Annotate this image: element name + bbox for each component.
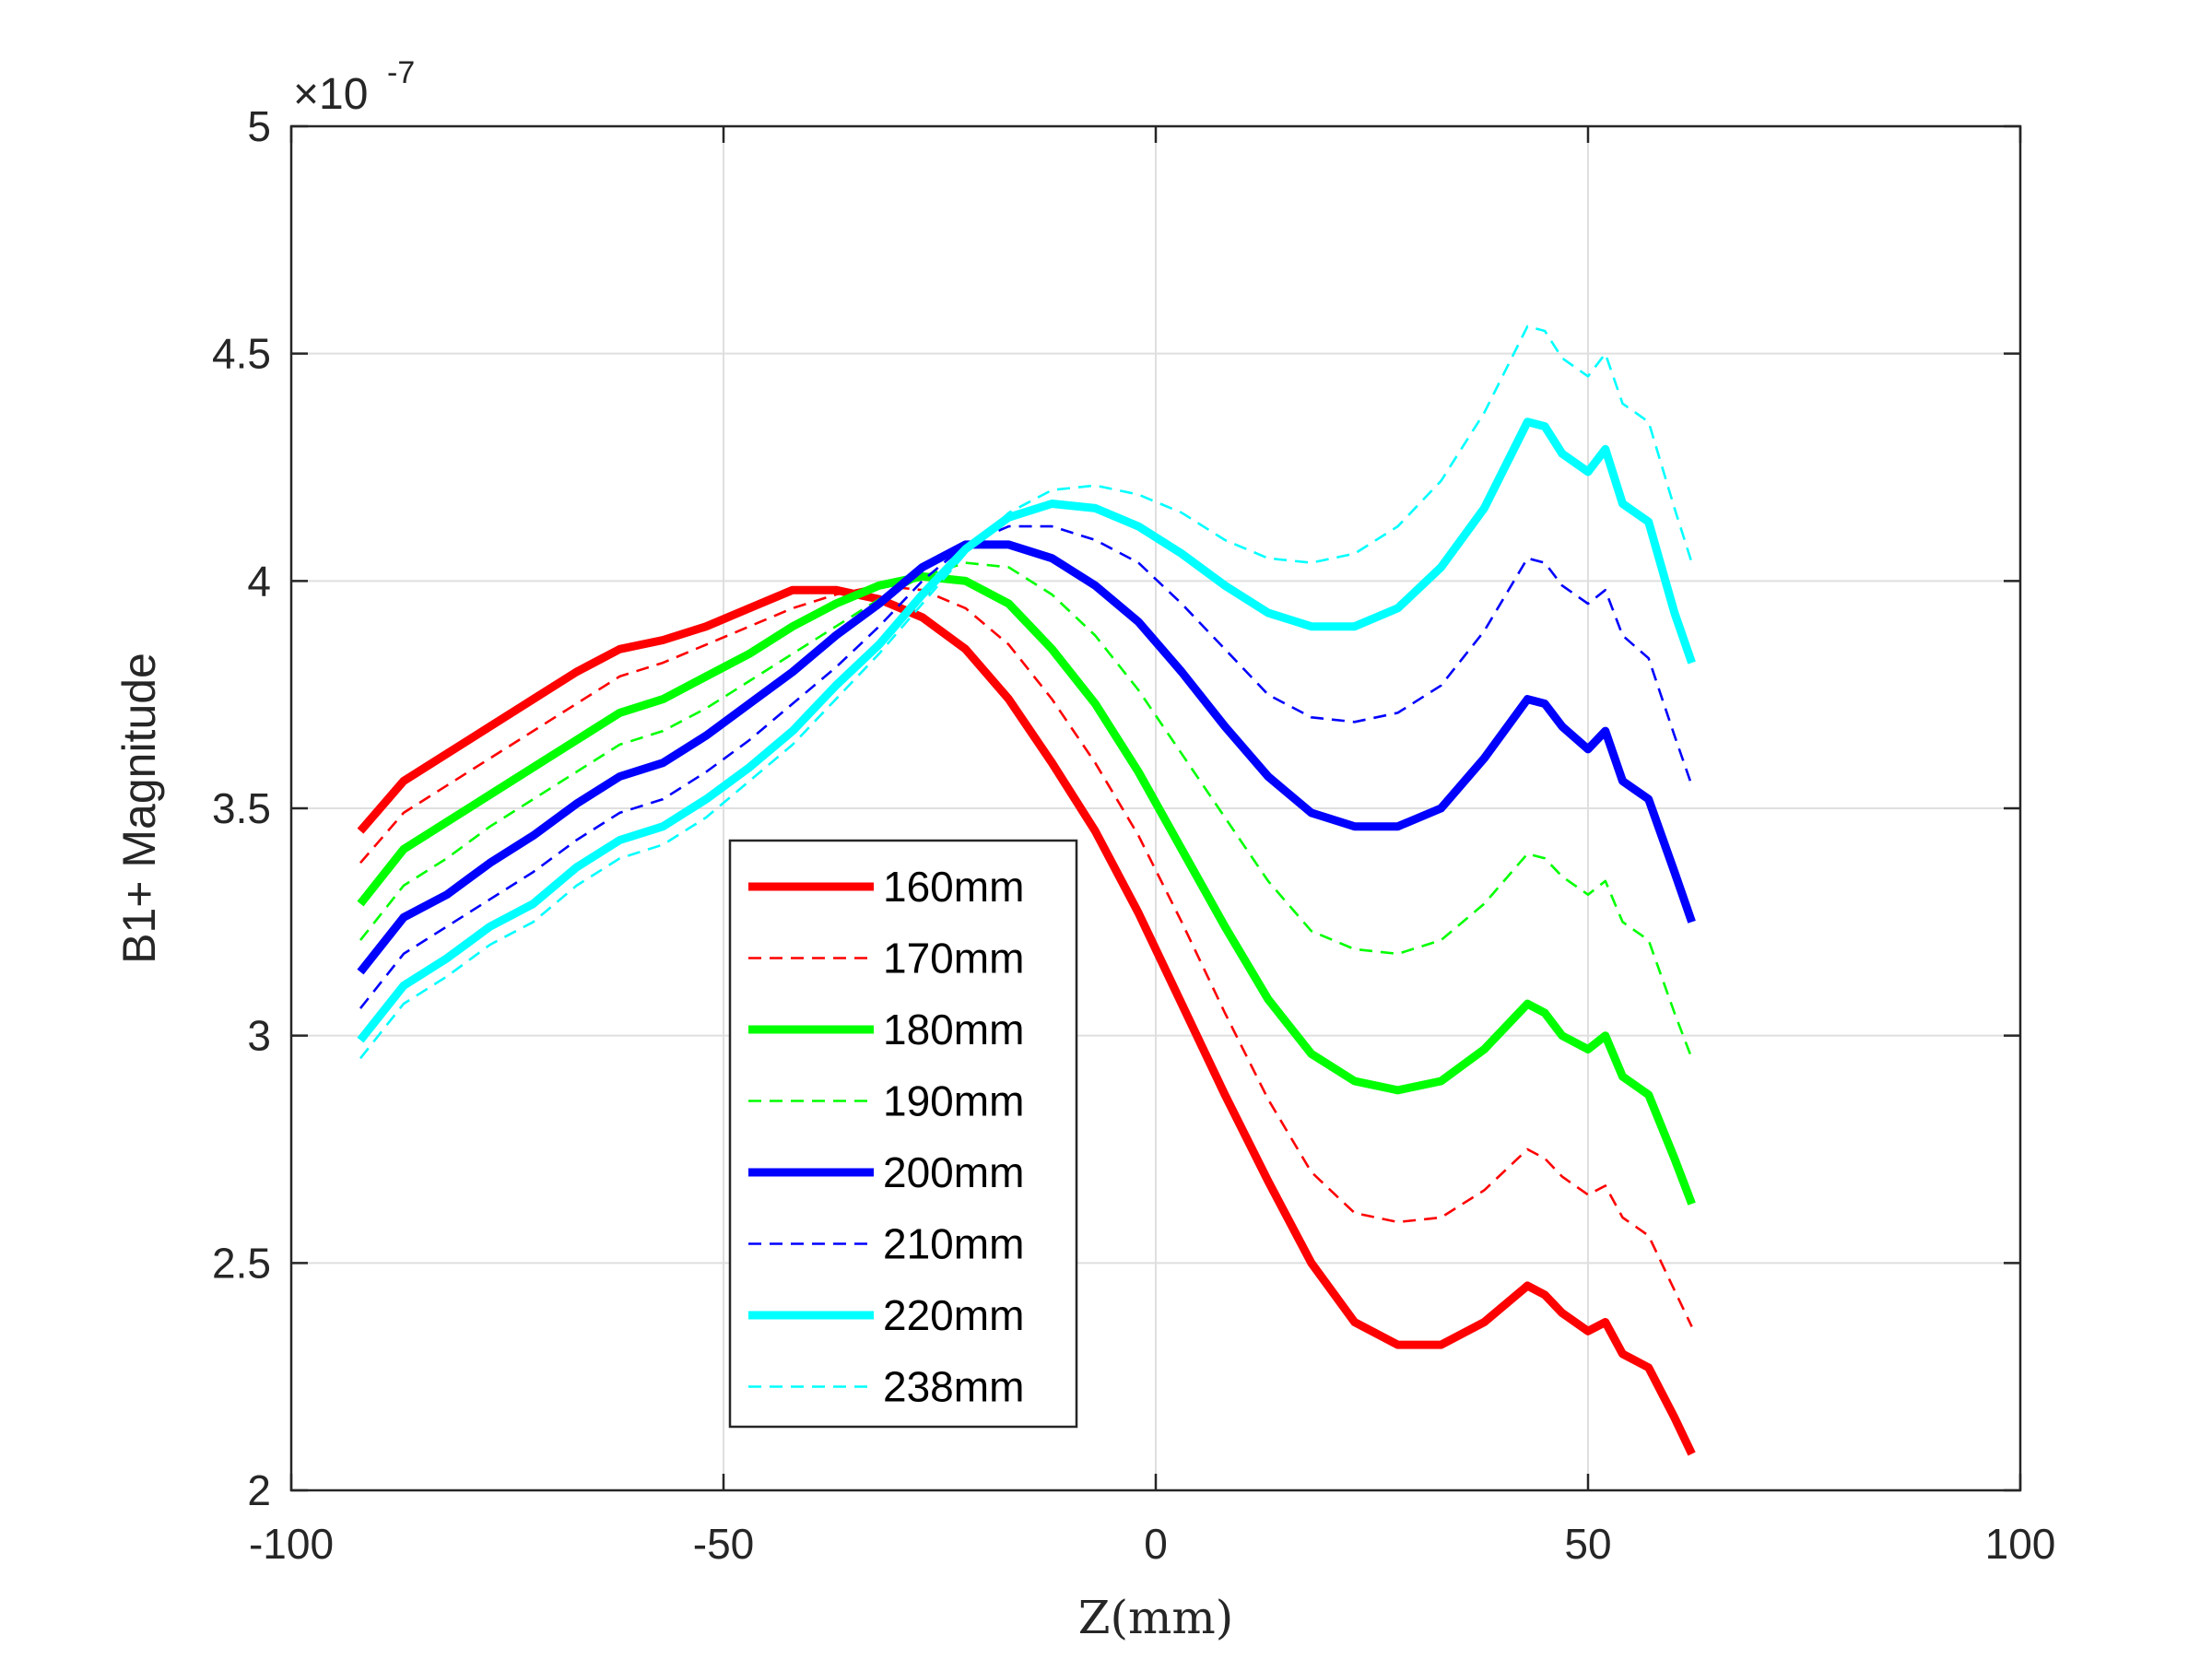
series-line-160mm <box>357 585 1696 1456</box>
y-exponent: ×10 -7 <box>293 55 415 119</box>
series-line-170mm <box>359 583 1693 1327</box>
y-tick-label: 2 <box>247 1466 271 1514</box>
y-tick-label: 2.5 <box>212 1239 271 1287</box>
legend-label: 170mm <box>883 935 1024 982</box>
series-line-220mm <box>357 418 1696 1043</box>
series-line-190mm <box>359 561 1693 1059</box>
legend-label: 220mm <box>883 1291 1024 1339</box>
y-exponent-base: ×10 <box>293 70 368 119</box>
axis-ticks: -100 -50 0 50 100 2 2.5 3 3.5 4 4.5 5 <box>212 102 2055 1568</box>
x-tick-label: 100 <box>1985 1520 2056 1568</box>
legend-label: 200mm <box>883 1148 1024 1196</box>
legend-box <box>728 839 1078 1429</box>
series-line-200mm <box>357 540 1696 975</box>
series-line-210mm <box>359 524 1693 1009</box>
x-tick-label: 0 <box>1144 1520 1168 1568</box>
y-axis-label: B1+ Magnitude <box>113 653 165 964</box>
series-line-180mm <box>357 571 1696 1206</box>
y-tick-label: 3 <box>247 1012 271 1060</box>
y-tick-label: 5 <box>247 102 271 150</box>
y-tick-label: 3.5 <box>212 784 271 832</box>
x-tick-label: 50 <box>1564 1520 1611 1568</box>
legend-label: 180mm <box>883 1006 1024 1053</box>
y-exponent-power: -7 <box>387 55 415 90</box>
legend-label: 160mm <box>883 863 1024 911</box>
legend-label: 190mm <box>883 1077 1024 1125</box>
y-tick-label: 4 <box>247 557 271 605</box>
series-line-238mm <box>359 324 1693 1060</box>
grid-lines <box>291 126 2020 1490</box>
x-tick-label: -50 <box>693 1520 754 1568</box>
legend: 160mm 170mm 180mm 190mm 200mm 210mm 220mm 238mm <box>728 839 1078 1429</box>
y-tick-label: 4.5 <box>212 330 271 378</box>
x-tick-label: -100 <box>249 1520 334 1568</box>
series-lines <box>357 324 1696 1456</box>
x-axis-label: Z(mm) <box>1078 1591 1234 1644</box>
legend-label: 238mm <box>883 1363 1024 1411</box>
legend-label: 210mm <box>883 1220 1024 1268</box>
